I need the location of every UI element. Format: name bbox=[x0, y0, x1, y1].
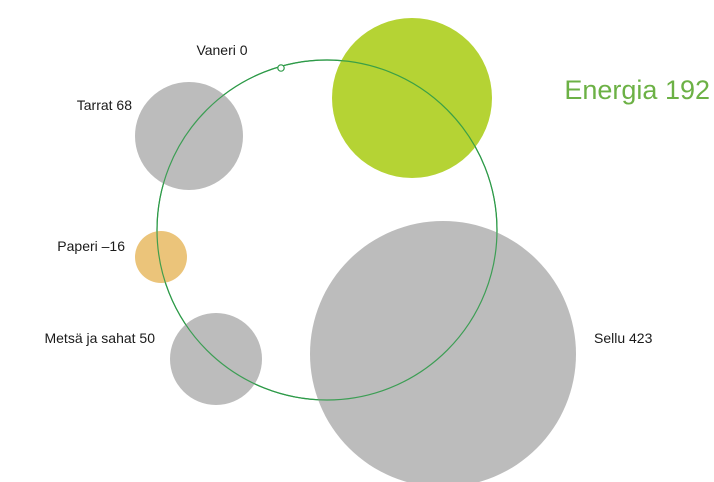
label-vaneri: Vaneri 0 bbox=[196, 42, 247, 58]
bubble-tarrat bbox=[135, 82, 243, 190]
bubble-vaneri bbox=[277, 64, 285, 72]
bubble-sellu bbox=[310, 221, 576, 482]
bubble-paperi bbox=[135, 231, 187, 283]
bubble-energia bbox=[332, 18, 492, 178]
label-metsa-ja-sahat: Metsä ja sahat 50 bbox=[44, 330, 155, 346]
guide-ring-overlay bbox=[156, 59, 498, 401]
label-paperi: Paperi –16 bbox=[57, 238, 125, 254]
label-energia: Energia 192 bbox=[564, 75, 710, 105]
label-tarrat: Tarrat 68 bbox=[77, 97, 132, 113]
label-sellu: Sellu 423 bbox=[594, 330, 653, 346]
